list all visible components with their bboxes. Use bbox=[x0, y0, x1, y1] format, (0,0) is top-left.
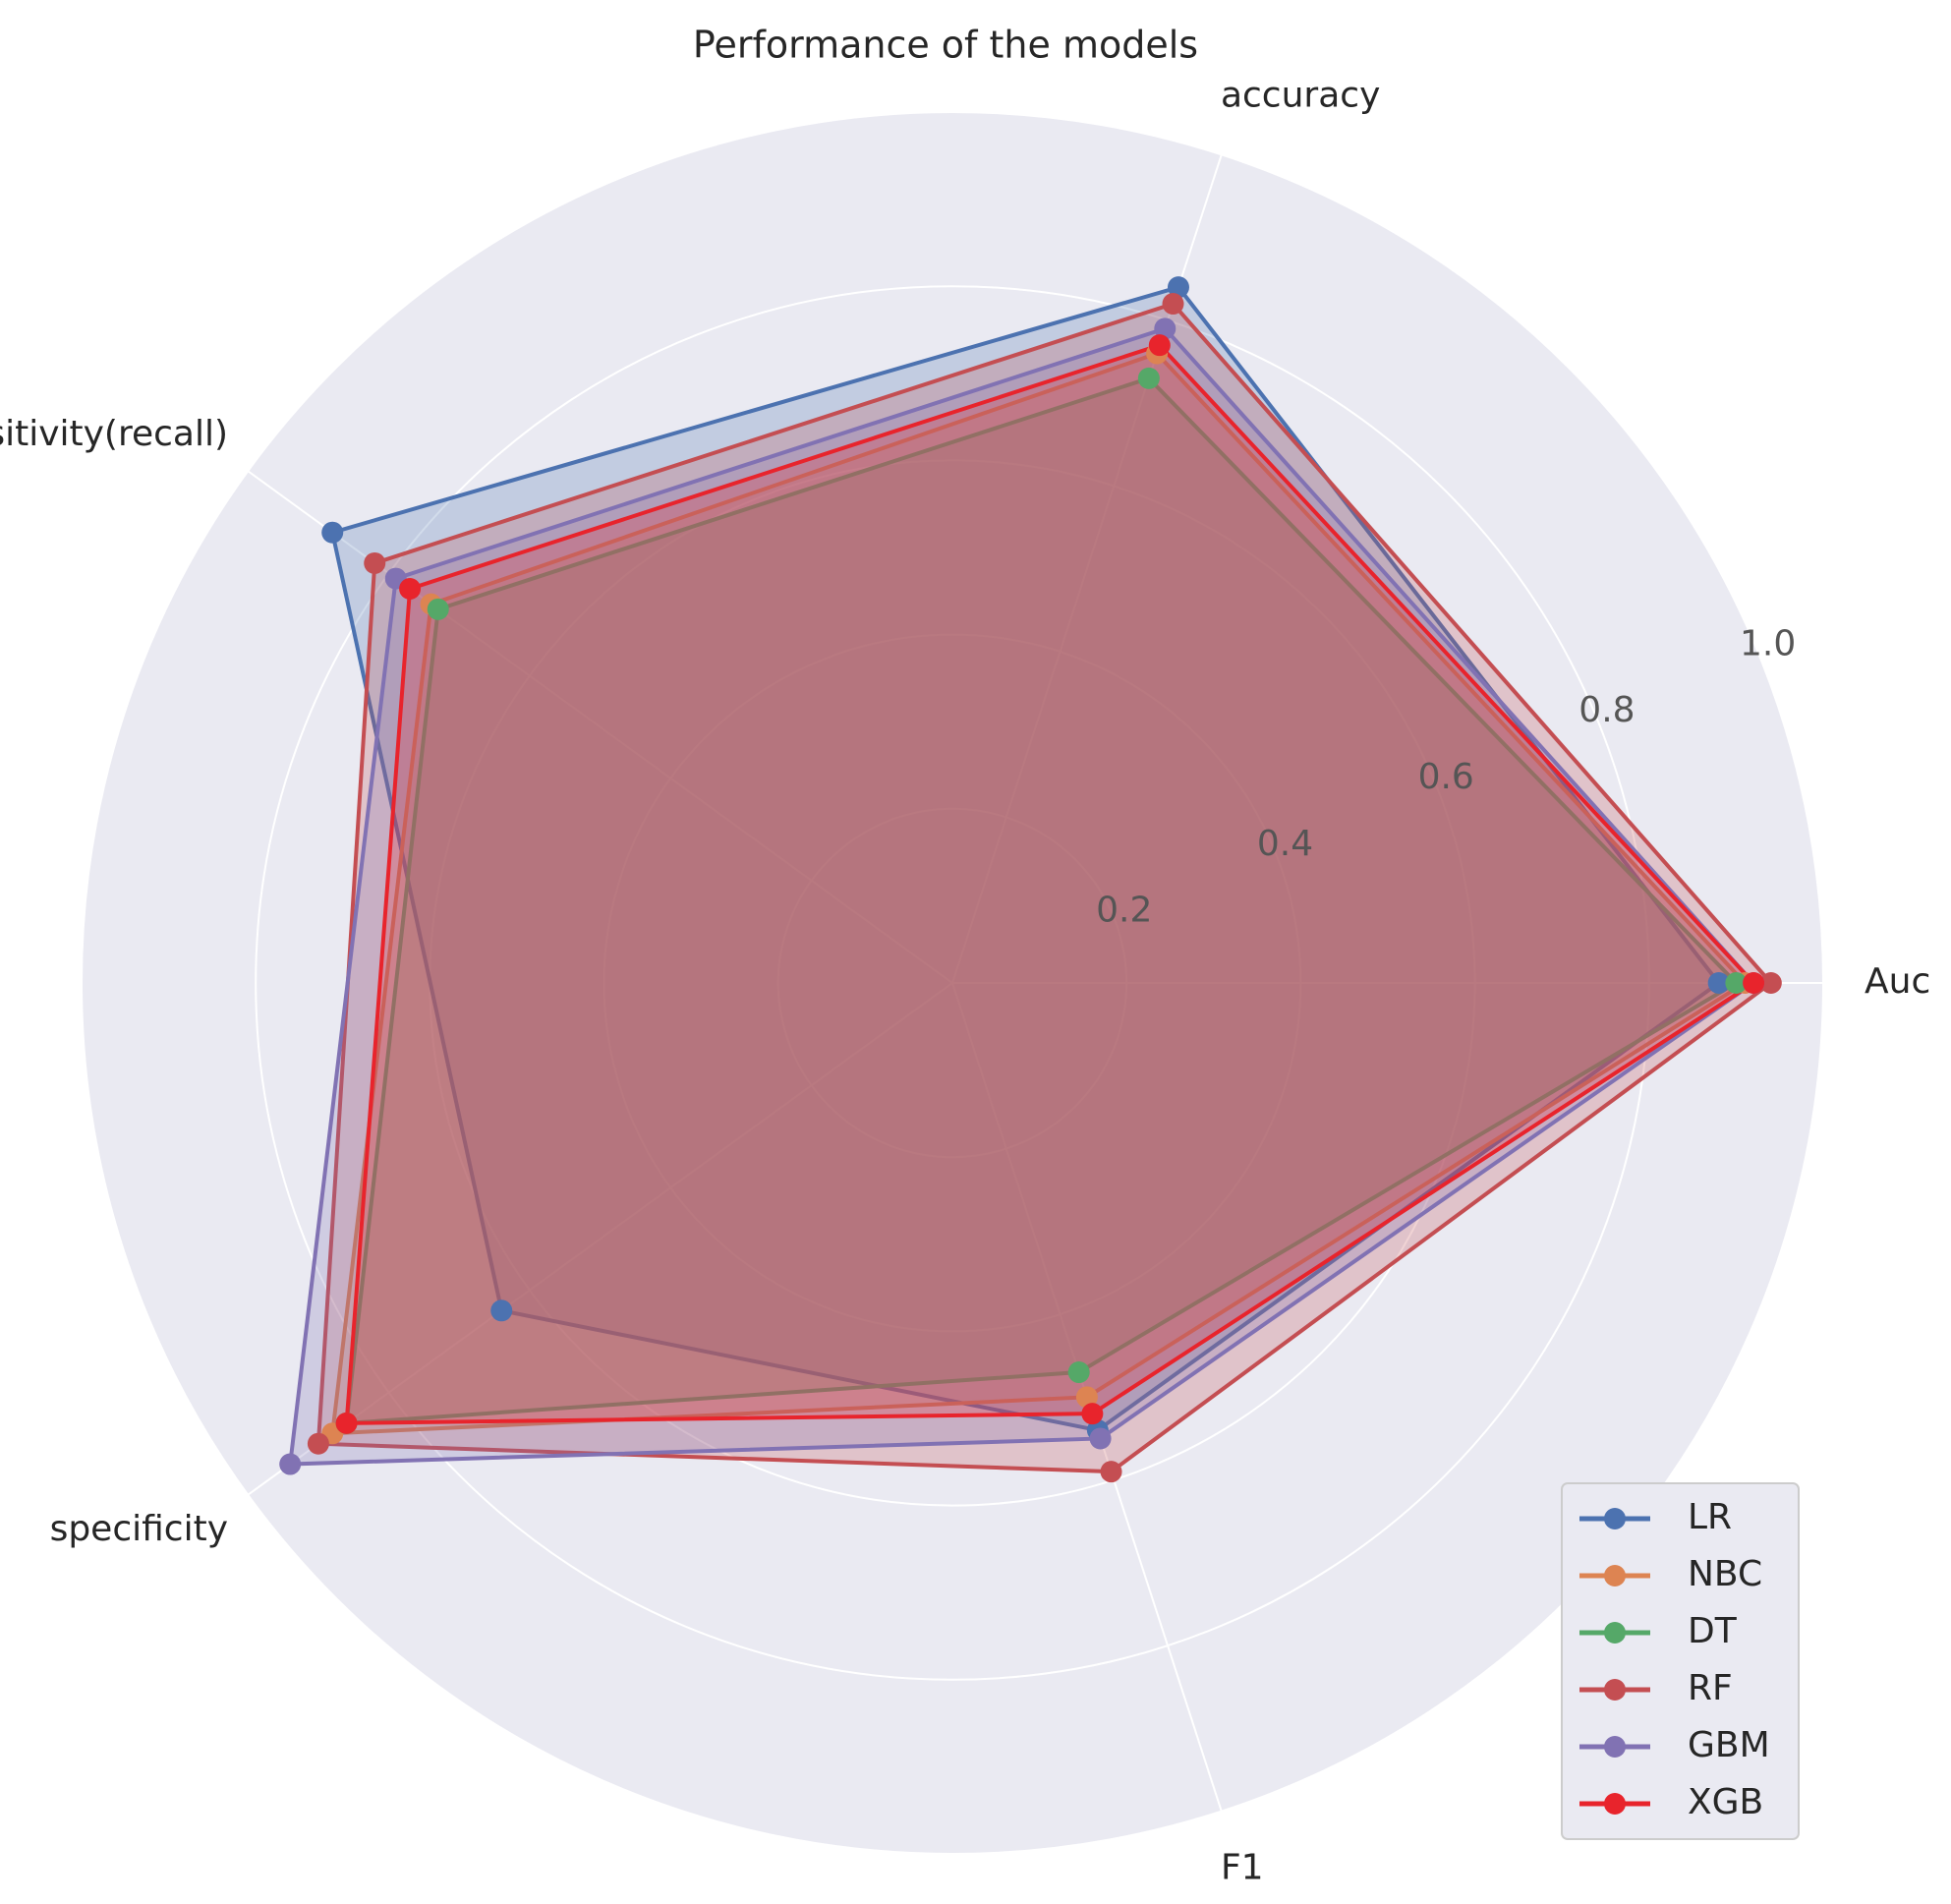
data-point bbox=[1081, 1403, 1104, 1425]
data-point bbox=[1067, 1361, 1090, 1384]
spoke bbox=[247, 982, 953, 1496]
data-point bbox=[307, 1432, 329, 1455]
legend-marker bbox=[1604, 1622, 1626, 1644]
data-point bbox=[279, 1453, 302, 1475]
legend-label: RF bbox=[1688, 1668, 1733, 1708]
series-area bbox=[287, 326, 1757, 1467]
series-area bbox=[344, 375, 1740, 1426]
legend-label: GBM bbox=[1688, 1725, 1770, 1765]
data-point bbox=[1162, 293, 1184, 316]
r-tick-label: 1.0 bbox=[1740, 623, 1796, 664]
series-area bbox=[344, 342, 1757, 1425]
data-point bbox=[399, 578, 422, 601]
series-area bbox=[329, 351, 1749, 1436]
category-label: sensitivity(recall) bbox=[0, 414, 228, 454]
legend-marker bbox=[1604, 1736, 1626, 1758]
legend-label: DT bbox=[1688, 1611, 1738, 1651]
data-point bbox=[1759, 972, 1782, 994]
category-label: Auc bbox=[1865, 961, 1930, 1002]
category-label: accuracy bbox=[1221, 75, 1380, 115]
data-point bbox=[335, 1412, 358, 1434]
legend-marker bbox=[1604, 1793, 1626, 1815]
r-tick-label: 0.2 bbox=[1096, 891, 1152, 931]
r-tick-label: 0.8 bbox=[1578, 690, 1635, 730]
data-point bbox=[1075, 1386, 1098, 1409]
r-tick-label: 0.4 bbox=[1257, 824, 1313, 864]
data-point bbox=[1100, 1461, 1122, 1483]
data-point bbox=[1743, 972, 1765, 994]
data-point bbox=[1154, 317, 1176, 340]
legend: LR NBC DT RF GBM XGB bbox=[1561, 1482, 1800, 1840]
data-point bbox=[490, 1299, 513, 1322]
data-point bbox=[1089, 1427, 1112, 1450]
data-point bbox=[1148, 334, 1171, 357]
legend-marker bbox=[1604, 1565, 1626, 1587]
legend-label: LR bbox=[1688, 1497, 1732, 1537]
legend-marker bbox=[1604, 1508, 1626, 1529]
category-label: specificity bbox=[50, 1509, 228, 1549]
data-point bbox=[1707, 972, 1730, 994]
legend-label: NBC bbox=[1688, 1554, 1762, 1594]
data-point bbox=[1725, 972, 1748, 994]
chart-title: Performance of the models bbox=[693, 24, 1198, 67]
legend-label: XGB bbox=[1688, 1782, 1763, 1822]
r-tick-label: 0.6 bbox=[1418, 757, 1474, 797]
legend-marker bbox=[1604, 1679, 1626, 1701]
category-label: F1 bbox=[1221, 1848, 1264, 1888]
data-point bbox=[364, 551, 386, 574]
data-point bbox=[321, 521, 344, 544]
data-point bbox=[427, 598, 449, 620]
data-point bbox=[1137, 367, 1160, 389]
data-point bbox=[1167, 276, 1189, 299]
spoke bbox=[247, 470, 953, 984]
